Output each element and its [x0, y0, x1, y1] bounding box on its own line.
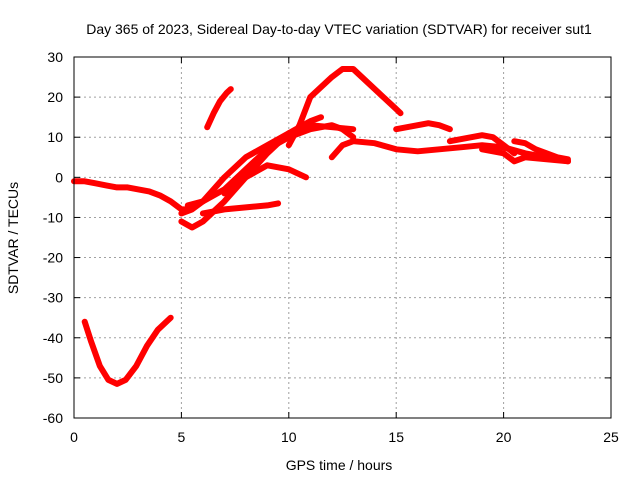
series-arc-14 — [511, 138, 571, 163]
series-arc-2 — [81, 314, 174, 387]
y-tick-label: 30 — [47, 49, 63, 65]
series-arc-12 — [446, 132, 518, 157]
x-tick-label: 20 — [496, 429, 512, 445]
x-tick-label: 25 — [603, 429, 619, 445]
x-tick-label: 15 — [388, 429, 404, 445]
x-tick-labels: 0 5 10 15 20 25 — [70, 429, 619, 445]
y-tick-label: 20 — [47, 89, 63, 105]
y-tick-label: -20 — [43, 250, 63, 266]
series-arc-5 — [184, 122, 357, 209]
series-arc-13 — [479, 146, 571, 165]
grid — [74, 57, 611, 418]
y-tick-label: -40 — [43, 330, 63, 346]
plot-frame — [73, 56, 612, 419]
y-tick-labels: 30 20 10 0 -10 -20 -30 -40 -50 -60 — [43, 49, 63, 426]
series-arc-7 — [204, 86, 234, 131]
series-arc-10 — [328, 138, 571, 165]
chart-title: Day 365 of 2023, Sidereal Day-to-day VTE… — [86, 21, 592, 37]
x-axis-label: GPS time / hours — [286, 457, 393, 473]
y-tick-label: 10 — [47, 129, 63, 145]
x-tick-label: 10 — [281, 429, 297, 445]
y-tick-label: -50 — [43, 370, 63, 386]
series-arc-11 — [393, 120, 453, 133]
x-tick-label: 0 — [70, 429, 78, 445]
series-arc-8 — [285, 66, 404, 149]
x-tick-label: 5 — [178, 429, 186, 445]
y-tick-label: -10 — [43, 209, 63, 225]
ticks — [73, 56, 612, 419]
y-tick-label: -60 — [43, 410, 63, 426]
series-arc-9 — [221, 162, 309, 197]
y-tick-label: -30 — [43, 290, 63, 306]
series-arc-6 — [199, 200, 282, 217]
y-axis-label: SDTVAR / TECUs — [5, 182, 21, 294]
y-tick-label: 0 — [55, 169, 63, 185]
series-layer — [71, 66, 571, 387]
series-arc-1 — [71, 178, 191, 213]
